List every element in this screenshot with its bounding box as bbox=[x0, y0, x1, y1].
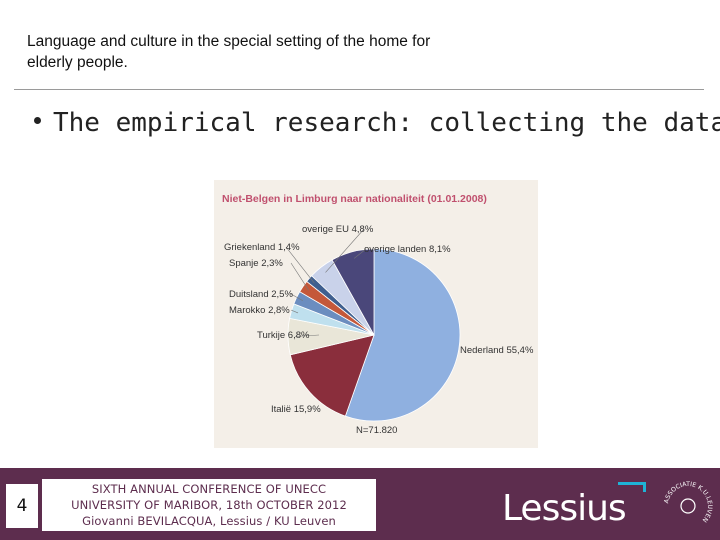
logo-accent-icon bbox=[618, 482, 646, 492]
slice-label-1: Italië 15,9% bbox=[271, 404, 321, 415]
ku-leuven-seal-icon: ASSOCIATIE K.U.LEUVEN bbox=[663, 481, 713, 524]
slice-label-7: overige EU 4,8% bbox=[302, 224, 374, 235]
page-number: 4 bbox=[16, 496, 28, 516]
leader-line-6 bbox=[285, 246, 315, 284]
pie-chart: Niet-Belgen in Limburg naar nationalitei… bbox=[222, 193, 534, 436]
leader-line-4 bbox=[290, 293, 303, 301]
bullet-dot-icon bbox=[34, 117, 41, 124]
bullet-text: The empirical research: collecting the d… bbox=[53, 108, 720, 138]
slice-label-0: Nederland 55,4% bbox=[460, 345, 534, 356]
slide-title-line1: Language and culture in the special sett… bbox=[27, 33, 431, 50]
slide-title: Language and culture in the special sett… bbox=[27, 31, 547, 73]
bullet-point: The empirical research: collecting the d… bbox=[34, 108, 720, 138]
leader-line-3 bbox=[290, 309, 299, 314]
page-number-box: 4 bbox=[6, 484, 38, 528]
header-divider bbox=[14, 89, 704, 90]
slice-label-6: Griekenland 1,4% bbox=[224, 242, 300, 253]
slide-title-line2: elderly people. bbox=[27, 54, 128, 71]
pie-slice-8 bbox=[331, 248, 375, 337]
conference-line3: Giovanni BEVILACQUA, Lessius / KU Leuven bbox=[82, 514, 336, 528]
chart-total-label: N=71.820 bbox=[356, 425, 397, 436]
slice-label-5: Spanje 2,3% bbox=[229, 258, 283, 269]
leader-line-8 bbox=[353, 248, 367, 259]
leader-line-5 bbox=[290, 262, 309, 291]
svg-text:ASSOCIATIE K.U.LEUVEN: ASSOCIATIE K.U.LEUVEN bbox=[663, 481, 713, 524]
slice-label-2: Turkije 6,8% bbox=[257, 330, 310, 341]
conference-line2: UNIVERSITY OF MARIBOR, 18th OCTOBER 2012 bbox=[71, 498, 347, 512]
slice-label-8: overige landen 8,1% bbox=[364, 244, 451, 255]
slice-label-3: Marokko 2,8% bbox=[229, 305, 290, 316]
leader-line-7 bbox=[325, 228, 365, 273]
slice-label-4: Duitsland 2,5% bbox=[229, 289, 293, 300]
brand-name: Lessius bbox=[502, 488, 627, 529]
footer-bar: 4 SIXTH ANNUAL CONFERENCE OF UNECC UNIVE… bbox=[0, 468, 720, 540]
chart-title: Niet-Belgen in Limburg naar nationalitei… bbox=[222, 193, 487, 205]
conference-info: SIXTH ANNUAL CONFERENCE OF UNECC UNIVERS… bbox=[42, 479, 376, 531]
conference-line1: SIXTH ANNUAL CONFERENCE OF UNECC bbox=[91, 482, 327, 496]
pie-slice-1 bbox=[289, 334, 375, 417]
pie-chart-figure: Niet-Belgen in Limburg naar nationalitei… bbox=[214, 180, 538, 448]
lessius-logo: Lessius bbox=[502, 482, 662, 532]
leader-line-2 bbox=[294, 334, 320, 337]
